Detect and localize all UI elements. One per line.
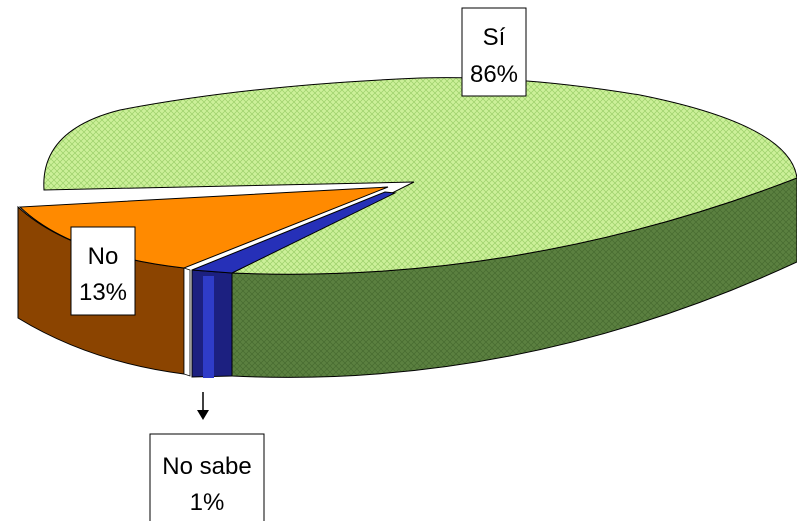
- label-box-si: [461, 7, 527, 97]
- slice-nosabe-top: [191, 191, 397, 274]
- slice-si-top: [43, 77, 797, 275]
- label-box-nosabe: [149, 433, 265, 521]
- label-nosabe-value: 1%: [190, 489, 225, 516]
- label-si-name: Sí: [483, 24, 506, 51]
- slice-nosabe-edge: [203, 276, 214, 378]
- label-nosabe-name: No sabe: [162, 453, 251, 480]
- label-no-value: 13%: [79, 279, 127, 306]
- label-no-name: No: [88, 243, 119, 270]
- label-si-value: 86%: [470, 61, 518, 88]
- leader-arrow-nosabe: [197, 410, 209, 420]
- slice-no-inner: [183, 267, 191, 377]
- label-box-no: [70, 226, 136, 316]
